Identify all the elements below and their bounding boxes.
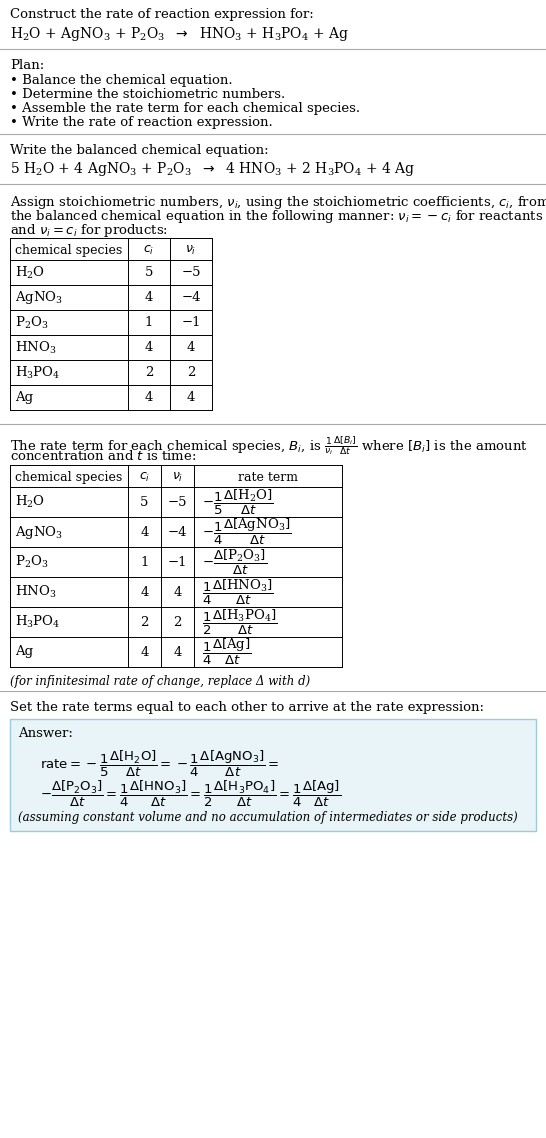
- Text: • Write the rate of reaction expression.: • Write the rate of reaction expression.: [10, 116, 273, 129]
- Text: $-\dfrac{\Delta[\mathregular{P_2O_3}]}{\Delta t}$: $-\dfrac{\Delta[\mathregular{P_2O_3}]}{\…: [202, 547, 267, 577]
- Text: 4: 4: [173, 585, 182, 599]
- Text: $\mathregular{P_2O_3}$: $\mathregular{P_2O_3}$: [15, 314, 49, 330]
- Text: −5: −5: [181, 266, 201, 279]
- Text: chemical species: chemical species: [15, 244, 122, 256]
- Text: 2: 2: [187, 366, 195, 379]
- Text: • Determine the stoichiometric numbers.: • Determine the stoichiometric numbers.: [10, 88, 285, 101]
- Text: 4: 4: [187, 391, 195, 404]
- Text: $\mathregular{H_2O}$: $\mathregular{H_2O}$: [15, 494, 45, 510]
- Text: concentration and $t$ is time:: concentration and $t$ is time:: [10, 450, 197, 463]
- Text: Set the rate terms equal to each other to arrive at the rate expression:: Set the rate terms equal to each other t…: [10, 701, 484, 714]
- Text: 1: 1: [145, 316, 153, 329]
- Text: $c_i$: $c_i$: [139, 470, 150, 484]
- Text: $-\dfrac{\Delta[\mathrm{P_2O_3}]}{\Delta t} = \dfrac{1}{4}\dfrac{\Delta[\mathrm{: $-\dfrac{\Delta[\mathrm{P_2O_3}]}{\Delta…: [40, 780, 341, 809]
- Text: −1: −1: [181, 316, 201, 329]
- Text: −4: −4: [181, 291, 201, 304]
- Text: rate term: rate term: [238, 470, 298, 484]
- Text: $\nu_i$: $\nu_i$: [172, 470, 183, 484]
- Text: 5 $\mathregular{H_2O}$ + 4 $\mathregular{AgNO_3}$ + $\mathregular{P_2O_3}$  $\ri: 5 $\mathregular{H_2O}$ + 4 $\mathregular…: [10, 160, 416, 178]
- Text: 2: 2: [173, 616, 182, 628]
- Text: −5: −5: [168, 495, 187, 509]
- Text: • Assemble the rate term for each chemical species.: • Assemble the rate term for each chemic…: [10, 102, 360, 115]
- Text: 4: 4: [145, 391, 153, 404]
- Text: $-\dfrac{1}{4}\dfrac{\Delta[\mathregular{AgNO_3}]}{\Delta t}$: $-\dfrac{1}{4}\dfrac{\Delta[\mathregular…: [202, 517, 292, 547]
- Text: and $\nu_i = c_i$ for products:: and $\nu_i = c_i$ for products:: [10, 222, 168, 239]
- Text: $\mathregular{HNO_3}$: $\mathregular{HNO_3}$: [15, 339, 56, 355]
- Text: 1: 1: [140, 555, 149, 569]
- Text: $\mathregular{H_3PO_4}$: $\mathregular{H_3PO_4}$: [15, 613, 61, 630]
- Text: 2: 2: [140, 616, 149, 628]
- Text: Assign stoichiometric numbers, $\nu_i$, using the stoichiometric coefficients, $: Assign stoichiometric numbers, $\nu_i$, …: [10, 193, 546, 211]
- Text: $\mathregular{HNO_3}$: $\mathregular{HNO_3}$: [15, 584, 56, 600]
- Text: $\mathregular{H_3PO_4}$: $\mathregular{H_3PO_4}$: [15, 364, 61, 380]
- Text: 2: 2: [145, 366, 153, 379]
- Text: −4: −4: [168, 526, 187, 538]
- Text: Answer:: Answer:: [18, 727, 73, 740]
- Text: Ag: Ag: [15, 645, 33, 659]
- FancyBboxPatch shape: [10, 719, 536, 831]
- Text: the balanced chemical equation in the following manner: $\nu_i = -c_i$ for react: the balanced chemical equation in the fo…: [10, 208, 543, 225]
- Text: $\mathregular{AgNO_3}$: $\mathregular{AgNO_3}$: [15, 523, 63, 541]
- Text: $\dfrac{1}{4}\dfrac{\Delta[\mathregular{Ag}]}{\Delta t}$: $\dfrac{1}{4}\dfrac{\Delta[\mathregular{…: [202, 637, 252, 667]
- Text: 4: 4: [140, 645, 149, 659]
- Text: 4: 4: [140, 526, 149, 538]
- Text: $c_i$: $c_i$: [144, 244, 155, 256]
- Text: Write the balanced chemical equation:: Write the balanced chemical equation:: [10, 145, 269, 157]
- Text: 4: 4: [145, 341, 153, 354]
- Text: (for infinitesimal rate of change, replace Δ with d): (for infinitesimal rate of change, repla…: [10, 675, 310, 688]
- Text: 5: 5: [145, 266, 153, 279]
- Text: Plan:: Plan:: [10, 59, 44, 72]
- Text: The rate term for each chemical species, $B_i$, is $\frac{1}{\nu_i}\frac{\Delta[: The rate term for each chemical species,…: [10, 434, 528, 457]
- Text: Ag: Ag: [15, 391, 33, 404]
- Text: −1: −1: [168, 555, 187, 569]
- Text: (assuming constant volume and no accumulation of intermediates or side products): (assuming constant volume and no accumul…: [18, 811, 518, 824]
- Text: 5: 5: [140, 495, 149, 509]
- Text: $\mathregular{AgNO_3}$: $\mathregular{AgNO_3}$: [15, 289, 63, 306]
- Text: $\mathregular{H_2O}$: $\mathregular{H_2O}$: [15, 264, 45, 281]
- Text: • Balance the chemical equation.: • Balance the chemical equation.: [10, 74, 233, 86]
- Text: Construct the rate of reaction expression for:: Construct the rate of reaction expressio…: [10, 8, 314, 20]
- Text: $\dfrac{1}{2}\dfrac{\Delta[\mathregular{H_3PO_4}]}{\Delta t}$: $\dfrac{1}{2}\dfrac{\Delta[\mathregular{…: [202, 608, 277, 636]
- Text: 4: 4: [173, 645, 182, 659]
- Text: $\dfrac{1}{4}\dfrac{\Delta[\mathregular{HNO_3}]}{\Delta t}$: $\dfrac{1}{4}\dfrac{\Delta[\mathregular{…: [202, 577, 274, 607]
- Text: 4: 4: [140, 585, 149, 599]
- Text: $\nu_i$: $\nu_i$: [185, 244, 197, 256]
- Text: 4: 4: [145, 291, 153, 304]
- Text: $-\dfrac{1}{5}\dfrac{\Delta[\mathregular{H_2O}]}{\Delta t}$: $-\dfrac{1}{5}\dfrac{\Delta[\mathregular…: [202, 487, 274, 517]
- Text: $\mathrm{rate} = -\dfrac{1}{5}\dfrac{\Delta[\mathrm{H_2O}]}{\Delta t} = -\dfrac{: $\mathrm{rate} = -\dfrac{1}{5}\dfrac{\De…: [40, 749, 280, 780]
- Text: $\mathregular{H_2O}$ + $\mathregular{AgNO_3}$ + $\mathregular{P_2O_3}$  $\righta: $\mathregular{H_2O}$ + $\mathregular{AgN…: [10, 25, 349, 43]
- Text: chemical species: chemical species: [15, 470, 122, 484]
- Text: $\mathregular{P_2O_3}$: $\mathregular{P_2O_3}$: [15, 554, 49, 570]
- Text: 4: 4: [187, 341, 195, 354]
